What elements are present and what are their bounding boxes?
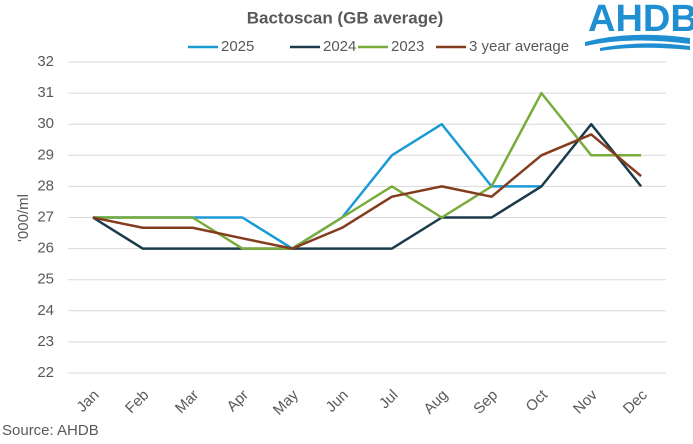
y-tick-label: 23 xyxy=(37,333,54,350)
x-tick-label: Oct xyxy=(523,386,552,415)
x-tick-label: Jul xyxy=(376,387,402,413)
series-line xyxy=(92,91,642,250)
y-axis-label: '000/ml xyxy=(15,194,32,242)
source: Source: AHDB xyxy=(2,422,99,439)
y-tick-label: 28 xyxy=(37,177,54,194)
x-tick-label: May xyxy=(270,386,302,418)
x-tick-label: Mar xyxy=(172,387,202,417)
logo-swoosh xyxy=(600,43,690,51)
chart-title: Bactoscan (GB average) xyxy=(247,8,444,27)
x-tick-label: Jun xyxy=(323,387,352,416)
y-tick-label: 22 xyxy=(37,364,54,381)
x-tick-label: Apr xyxy=(224,387,253,416)
y-tick-label: 29 xyxy=(37,146,54,163)
legend-label: 2025 xyxy=(221,38,254,55)
x-tick-label: Dec xyxy=(620,386,651,417)
x-tick-label: Aug xyxy=(420,387,451,418)
legend-label: 2024 xyxy=(323,38,356,55)
x-tick-label: Jan xyxy=(73,387,102,416)
y-tick-label: 32 xyxy=(37,53,54,70)
logo-swoosh xyxy=(585,34,690,46)
logo-text: AHDB xyxy=(588,0,693,40)
series-line xyxy=(92,122,643,250)
x-tick-label: Feb xyxy=(122,387,152,417)
legend-label: 3 year average xyxy=(469,38,569,55)
y-tick-label: 30 xyxy=(37,115,54,132)
y-tick-label: 26 xyxy=(37,240,54,257)
y-tick-label: 24 xyxy=(37,302,54,319)
series-line xyxy=(92,133,642,250)
y-tick-label: 31 xyxy=(37,84,54,101)
y-tick-label: 25 xyxy=(37,271,54,288)
x-tick-label: Sep xyxy=(470,387,501,418)
y-tick-label: 27 xyxy=(37,208,54,225)
legend-label: 2023 xyxy=(391,38,424,55)
x-tick-label: Nov xyxy=(570,386,601,417)
